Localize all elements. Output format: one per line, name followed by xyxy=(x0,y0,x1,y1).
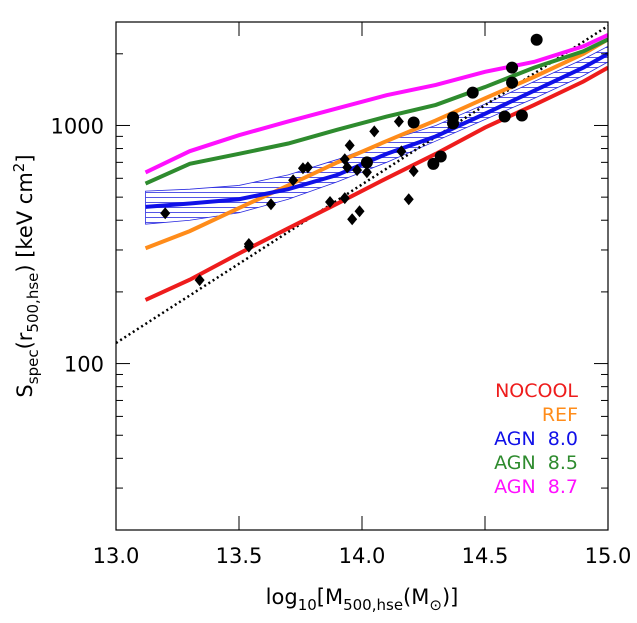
y-axis-label: Sspec(r500,hse) [keV cm2] xyxy=(10,154,42,397)
data-point xyxy=(194,274,205,287)
data-point xyxy=(369,125,380,138)
series-line xyxy=(144,37,608,251)
data-point xyxy=(325,196,336,209)
data-point xyxy=(393,115,404,128)
data-point xyxy=(434,150,447,163)
data-point xyxy=(515,109,528,122)
data-point xyxy=(360,156,373,169)
x-tick-label: 14.0 xyxy=(339,544,386,568)
legend-entry: REF xyxy=(542,404,578,426)
data-point xyxy=(408,165,419,178)
x-tick-label: 13.0 xyxy=(93,544,140,568)
data-point xyxy=(361,166,372,179)
data-point xyxy=(302,161,313,174)
data-point xyxy=(506,76,519,89)
data-point xyxy=(339,192,350,205)
data-point xyxy=(342,161,353,174)
data-point xyxy=(347,213,358,226)
data-point xyxy=(265,198,276,211)
data-point xyxy=(506,61,519,74)
series-line xyxy=(144,37,608,186)
x-tick-label: 15.0 xyxy=(585,544,632,568)
data-point xyxy=(427,157,440,170)
legend-entry: AGN 8.5 xyxy=(494,452,578,474)
data-point xyxy=(530,33,543,46)
data-point xyxy=(344,139,355,152)
y-tick-label: 1000 xyxy=(51,114,104,138)
data-point xyxy=(498,110,511,123)
x-tick-label: 14.5 xyxy=(462,544,509,568)
data-point xyxy=(407,116,420,129)
legend-entry: AGN 8.0 xyxy=(494,428,578,450)
x-tick-label: 13.5 xyxy=(216,544,263,568)
data-point xyxy=(243,240,254,253)
data-point xyxy=(447,117,460,130)
data-point xyxy=(403,193,414,206)
data-point xyxy=(160,207,171,220)
x-axis-label: log10[M500,hse(M⊙)] xyxy=(266,585,459,614)
data-point xyxy=(466,86,479,99)
self-similar-line xyxy=(116,24,608,345)
legend-entry: NOCOOL xyxy=(495,380,578,402)
y-tick-label: 100 xyxy=(64,353,104,377)
series-line xyxy=(145,52,608,209)
legend-entry: AGN 8.7 xyxy=(494,476,578,498)
plot-area xyxy=(116,24,608,345)
data-point xyxy=(396,145,407,158)
data-point xyxy=(288,174,299,187)
data-point xyxy=(352,164,363,177)
data-point xyxy=(354,205,365,218)
series-line xyxy=(144,65,608,302)
series-line xyxy=(144,33,608,175)
